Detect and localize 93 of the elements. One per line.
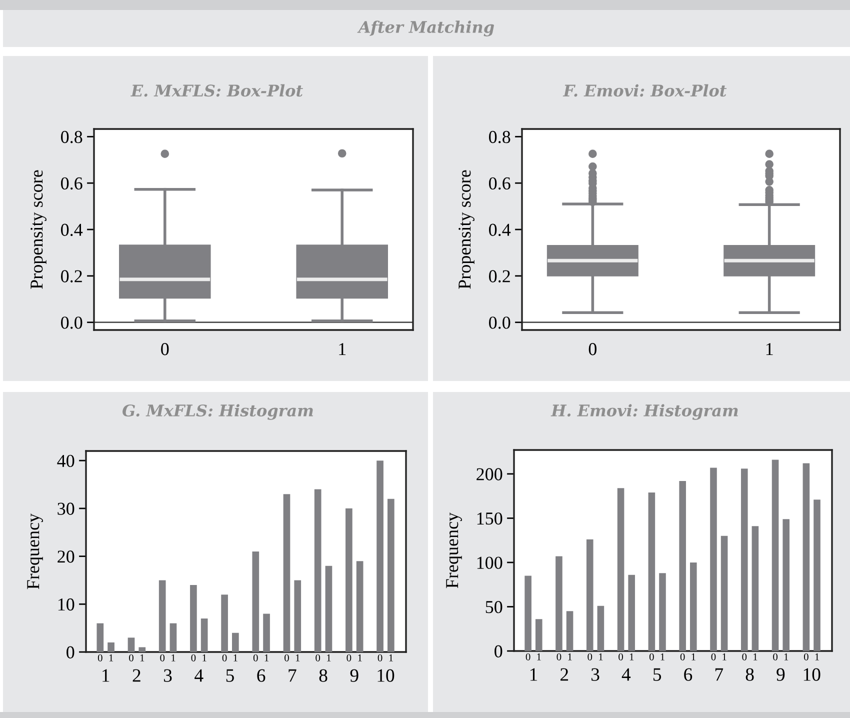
category-label: 0 bbox=[284, 654, 289, 662]
series-label: 1 bbox=[109, 654, 114, 662]
x-tick-label: 4 bbox=[194, 669, 204, 682]
category-label: 0 bbox=[253, 654, 258, 662]
category-label: 0 bbox=[556, 653, 562, 660]
x-tick-label: 1 bbox=[339, 343, 346, 356]
x-tick-label: 9 bbox=[350, 669, 358, 682]
series-label: 0 bbox=[98, 654, 102, 662]
category-label: 1 bbox=[202, 654, 206, 662]
x-tick-label: 7 bbox=[715, 668, 724, 681]
y-tick-label: 0.2 bbox=[489, 270, 510, 282]
category-label: 0 bbox=[804, 653, 808, 660]
category-label: 1 bbox=[234, 654, 238, 662]
y-tick-label: 30 bbox=[58, 502, 74, 515]
x-tick-label: 3 bbox=[591, 668, 600, 681]
category-label: 1 bbox=[784, 653, 788, 660]
category-label: 0 bbox=[346, 654, 352, 662]
category-label: 1 bbox=[140, 654, 144, 662]
category-label: 1 bbox=[660, 653, 664, 660]
category-label: 0 bbox=[773, 653, 778, 660]
text: After Matching bbox=[357, 20, 494, 36]
category-label: 0 bbox=[378, 654, 382, 662]
y-tick-label: 0.4 bbox=[489, 224, 511, 236]
x-tick-label: 2 bbox=[132, 669, 140, 682]
y-tick-label: 0.8 bbox=[61, 130, 82, 144]
category-label: 0 bbox=[618, 653, 623, 660]
y-tick-label: 0.8 bbox=[489, 130, 510, 144]
x-tick-label: 10 bbox=[804, 668, 820, 681]
x-tick-label: 8 bbox=[319, 669, 328, 682]
category-label: 1 bbox=[568, 653, 572, 660]
x-tick-label: 9 bbox=[776, 668, 785, 681]
x-tick-label: 2 bbox=[560, 668, 568, 681]
category-label: 1 bbox=[598, 653, 603, 660]
x-tick-label: 1 bbox=[766, 343, 773, 356]
category-label: 0 bbox=[711, 653, 716, 660]
chart-title: H. Emovi: Histogram bbox=[550, 404, 738, 420]
x-tick-label: 5 bbox=[226, 669, 234, 682]
y-tick-label: 0.0 bbox=[61, 316, 82, 329]
x-tick-label: 1 bbox=[102, 669, 110, 682]
category-label: 0 bbox=[160, 654, 165, 662]
y-tick-label: 0.0 bbox=[489, 316, 510, 329]
category-label: 0 bbox=[191, 654, 196, 662]
y-tick-label: 150 bbox=[477, 512, 502, 525]
category-label: 1 bbox=[358, 654, 362, 662]
y-axis-title: Frequency bbox=[27, 513, 43, 590]
category-label: 1 bbox=[722, 653, 726, 660]
x-tick-label: 4 bbox=[622, 668, 631, 681]
x-tick-label: 6 bbox=[257, 669, 266, 682]
y-tick-label: 20 bbox=[58, 550, 74, 563]
y-axis-title: Propensity score bbox=[30, 170, 46, 289]
x-tick-label: 3 bbox=[164, 669, 172, 682]
y-tick-label: 0 bbox=[66, 646, 74, 658]
category-label: 0 bbox=[588, 653, 592, 660]
y-axis-title: Frequency bbox=[446, 512, 462, 588]
x-tick-label: 7 bbox=[288, 669, 296, 682]
category-label: 1 bbox=[327, 654, 331, 662]
category-label: 0 bbox=[742, 653, 747, 660]
y-tick-label: 10 bbox=[58, 598, 74, 611]
series-label: 0 bbox=[526, 653, 530, 660]
x-tick-label: 8 bbox=[746, 668, 754, 681]
category-label: 0 bbox=[680, 653, 685, 660]
chart-title: E. MxFLS: Box-Plot bbox=[130, 84, 303, 97]
category-label: 0 bbox=[222, 654, 227, 662]
series-label: 1 bbox=[537, 653, 541, 660]
y-tick-label: 0.6 bbox=[489, 177, 510, 190]
y-tick-label: 0.2 bbox=[61, 270, 82, 282]
chart-title: F. Emovi: Box-Plot bbox=[562, 84, 727, 97]
category-label: 0 bbox=[649, 653, 654, 660]
x-tick-label: 6 bbox=[684, 668, 692, 681]
y-tick-label: 40 bbox=[57, 454, 74, 468]
category-label: 1 bbox=[692, 653, 696, 660]
category-label: 0 bbox=[129, 654, 134, 662]
chart-title: G. MxFLS: Histogram bbox=[122, 404, 313, 420]
y-tick-label: 0 bbox=[494, 645, 502, 658]
y-tick-label: 0.4 bbox=[61, 224, 83, 236]
x-tick-label: 0 bbox=[588, 343, 596, 356]
category-label: 1 bbox=[630, 653, 634, 660]
x-tick-label: 5 bbox=[653, 668, 662, 681]
category-label: 0 bbox=[316, 654, 320, 662]
category-label: 1 bbox=[296, 654, 300, 662]
x-tick-label: 10 bbox=[378, 669, 394, 682]
text: 1 bbox=[172, 654, 176, 662]
category-label: 1 bbox=[264, 654, 269, 662]
x-tick-label: 0 bbox=[161, 343, 169, 356]
category-label: 1 bbox=[389, 654, 393, 662]
x-tick-label: 1 bbox=[530, 668, 538, 681]
y-tick-label: 200 bbox=[476, 468, 502, 480]
y-tick-label: 100 bbox=[477, 556, 502, 569]
category-label: 1 bbox=[754, 653, 758, 660]
y-tick-label: 50 bbox=[486, 600, 502, 614]
y-tick-label: 0.6 bbox=[61, 177, 82, 190]
category-label: 1 bbox=[815, 653, 819, 660]
y-axis-title: Propensity score bbox=[458, 170, 474, 289]
